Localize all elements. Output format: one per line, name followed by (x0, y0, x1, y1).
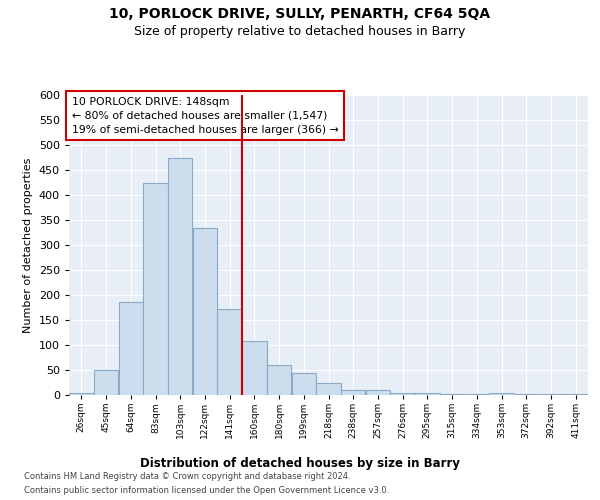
Bar (514, 394, 538, 395)
Bar (341, 390, 365, 395)
Bar (539, 394, 563, 395)
Bar (217, 308, 242, 395)
Bar (69, 392, 94, 395)
Bar (143, 182, 167, 395)
Text: Contains public sector information licensed under the Open Government Licence v3: Contains public sector information licen… (24, 486, 389, 495)
Text: Size of property relative to detached houses in Barry: Size of property relative to detached ho… (134, 25, 466, 38)
Y-axis label: Number of detached properties: Number of detached properties (23, 158, 33, 332)
Bar (366, 390, 390, 395)
Bar (391, 392, 415, 395)
Text: Contains HM Land Registry data © Crown copyright and database right 2024.: Contains HM Land Registry data © Crown c… (24, 472, 350, 481)
Bar (94, 370, 118, 395)
Bar (267, 365, 291, 395)
Text: 10, PORLOCK DRIVE, SULLY, PENARTH, CF64 5QA: 10, PORLOCK DRIVE, SULLY, PENARTH, CF64 … (109, 8, 491, 22)
Text: 10 PORLOCK DRIVE: 148sqm
← 80% of detached houses are smaller (1,547)
19% of sem: 10 PORLOCK DRIVE: 148sqm ← 80% of detach… (71, 96, 338, 134)
Bar (464, 394, 489, 395)
Bar (168, 158, 193, 395)
Bar (440, 394, 464, 395)
Bar (563, 394, 588, 395)
Bar (415, 393, 440, 395)
Bar (242, 341, 266, 395)
Bar (119, 302, 143, 395)
Bar (193, 228, 217, 395)
Bar (316, 383, 341, 395)
Bar (490, 393, 514, 395)
Bar (292, 372, 316, 395)
Text: Distribution of detached houses by size in Barry: Distribution of detached houses by size … (140, 458, 460, 470)
